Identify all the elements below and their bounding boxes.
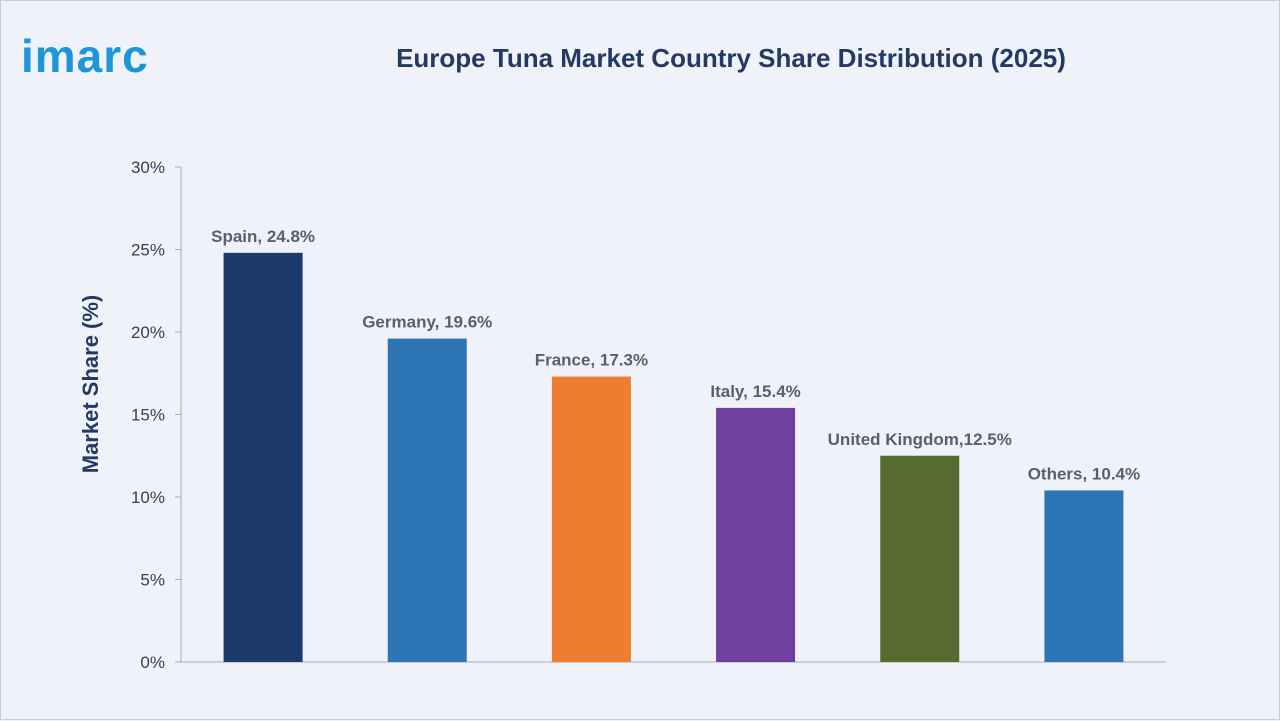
chart-bars: Spain, 24.8% Germany, 19.6% France, 17.3% I…	[211, 227, 1140, 663]
bar-data-label: Germany, 19.6%	[362, 313, 492, 332]
bar	[716, 407, 796, 662]
bar-data-label: Italy, 15.4%	[710, 382, 800, 401]
bar-data-label: France, 17.3%	[535, 351, 648, 370]
y-axis-title: Market Share (%)	[78, 295, 103, 474]
bar-data-label: Spain, 24.8%	[211, 227, 315, 246]
imarc-logo: imarc	[21, 15, 203, 81]
bar-data-label: United Kingdom,12.5%	[828, 430, 1012, 449]
y-tick-label: 0%	[140, 653, 165, 672]
bar	[551, 376, 631, 662]
y-tick-label: 10%	[131, 488, 165, 507]
bar	[1044, 490, 1124, 662]
bar	[880, 455, 960, 662]
y-tick-label: 15%	[131, 406, 165, 425]
bar	[223, 252, 303, 663]
bar	[387, 338, 467, 662]
y-tick-label: 20%	[131, 323, 165, 342]
y-tick-label: 5%	[140, 571, 165, 590]
y-tick-label: 30%	[131, 158, 165, 177]
logo-text: imarc	[21, 30, 149, 82]
y-tick-label: 25%	[131, 241, 165, 260]
chart-title: Europe Tuna Market Country Share Distrib…	[396, 43, 1066, 73]
chart-axes: 0% 5% 10% 15% 20% 25% 30%	[131, 158, 1166, 672]
bar-data-label: Others, 10.4%	[1028, 464, 1140, 483]
